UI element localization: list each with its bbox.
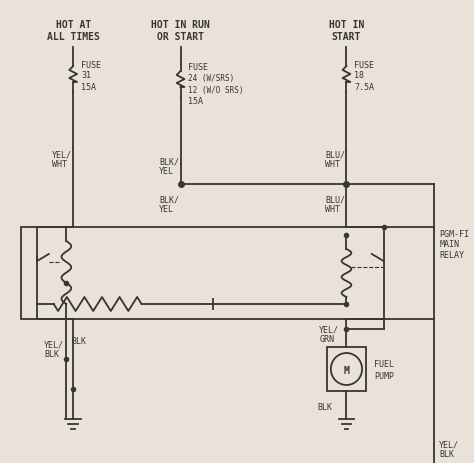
Text: BLU/: BLU/ (325, 150, 345, 159)
Text: RELAY: RELAY (439, 250, 464, 259)
Text: FUEL: FUEL (374, 360, 394, 369)
Text: BLK: BLK (71, 337, 86, 346)
Text: FUSE: FUSE (354, 60, 374, 69)
Text: MAIN: MAIN (439, 240, 459, 249)
Text: 24 (W/SRS): 24 (W/SRS) (188, 75, 235, 83)
Text: PGM-FI: PGM-FI (439, 230, 469, 239)
Text: WHT: WHT (325, 160, 340, 169)
Text: YEL/: YEL/ (44, 340, 64, 349)
Text: 12 (W/O SRS): 12 (W/O SRS) (188, 85, 244, 94)
Text: BLK: BLK (317, 403, 332, 412)
Text: YEL: YEL (159, 167, 174, 176)
Text: YEL/: YEL/ (439, 439, 459, 449)
Text: 31: 31 (81, 71, 91, 80)
Text: M: M (344, 365, 349, 375)
Text: FUSE: FUSE (81, 60, 101, 69)
Text: 7.5A: 7.5A (354, 82, 374, 91)
Text: BLK: BLK (44, 350, 59, 359)
Text: FUSE: FUSE (188, 63, 209, 72)
Text: 15A: 15A (81, 82, 96, 91)
Text: 18: 18 (354, 71, 365, 80)
Text: YEL/: YEL/ (52, 150, 72, 159)
Text: BLK/: BLK/ (159, 157, 179, 166)
Bar (327, 347, 366, 391)
Text: OR START: OR START (157, 32, 204, 42)
Text: WHT: WHT (325, 205, 340, 214)
Text: 15A: 15A (188, 96, 203, 105)
Text: GRN: GRN (319, 335, 334, 344)
Text: WHT: WHT (52, 160, 67, 169)
Text: YEL: YEL (159, 205, 174, 214)
Text: START: START (332, 32, 361, 42)
Text: BLK/: BLK/ (159, 195, 179, 204)
Text: BLK: BLK (439, 450, 454, 458)
Text: YEL/: YEL/ (319, 325, 339, 334)
Text: HOT AT: HOT AT (55, 20, 91, 30)
Text: PUMP: PUMP (374, 372, 394, 381)
Text: HOT IN RUN: HOT IN RUN (151, 20, 210, 30)
Text: BLU/: BLU/ (325, 195, 345, 204)
Text: HOT IN: HOT IN (329, 20, 364, 30)
Bar (21, 227, 434, 319)
Text: ALL TIMES: ALL TIMES (47, 32, 100, 42)
